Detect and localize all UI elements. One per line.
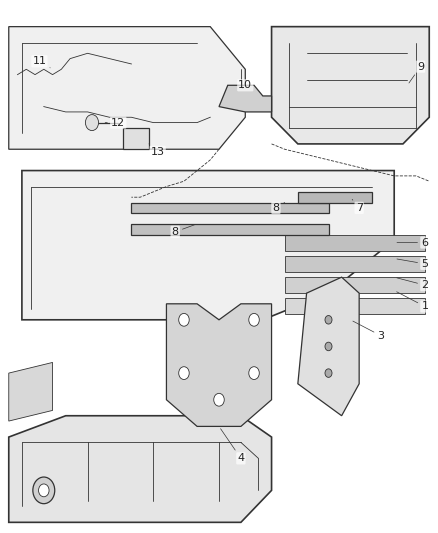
- Polygon shape: [285, 235, 425, 251]
- Circle shape: [325, 369, 332, 377]
- Circle shape: [249, 313, 259, 326]
- Text: 11: 11: [32, 56, 50, 68]
- Polygon shape: [131, 203, 328, 213]
- Polygon shape: [285, 298, 425, 314]
- Text: 6: 6: [397, 238, 428, 247]
- Text: 2: 2: [397, 278, 428, 290]
- Text: 13: 13: [149, 144, 165, 157]
- Bar: [123, 128, 149, 149]
- Circle shape: [179, 367, 189, 379]
- Circle shape: [325, 316, 332, 324]
- Text: 5: 5: [397, 259, 428, 269]
- Circle shape: [33, 477, 55, 504]
- Text: 12: 12: [105, 118, 125, 127]
- Polygon shape: [298, 277, 359, 416]
- Circle shape: [39, 484, 49, 497]
- Polygon shape: [298, 192, 372, 203]
- Polygon shape: [219, 85, 272, 112]
- Polygon shape: [9, 27, 245, 149]
- Text: 8: 8: [272, 203, 285, 213]
- Circle shape: [85, 115, 99, 131]
- Text: 1: 1: [397, 292, 428, 311]
- Polygon shape: [285, 277, 425, 293]
- Text: 3: 3: [353, 321, 385, 341]
- Polygon shape: [9, 362, 53, 421]
- Circle shape: [325, 342, 332, 351]
- Polygon shape: [9, 416, 272, 522]
- Text: 8: 8: [172, 225, 194, 237]
- Polygon shape: [272, 27, 429, 144]
- Circle shape: [214, 393, 224, 406]
- Text: 10: 10: [238, 80, 252, 90]
- Polygon shape: [166, 304, 272, 426]
- Text: 7: 7: [352, 199, 363, 213]
- Text: 9: 9: [409, 62, 424, 83]
- Circle shape: [179, 313, 189, 326]
- Polygon shape: [285, 256, 425, 272]
- Text: 4: 4: [221, 429, 244, 463]
- Polygon shape: [131, 224, 328, 235]
- Polygon shape: [22, 171, 394, 320]
- Circle shape: [249, 367, 259, 379]
